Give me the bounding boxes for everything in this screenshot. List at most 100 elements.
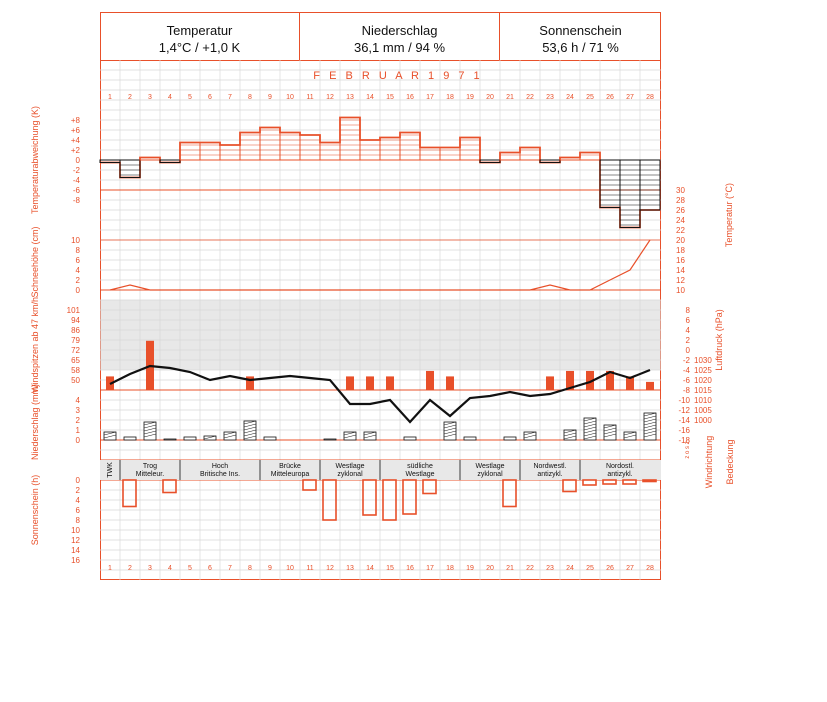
- month-title: F E B R U A R 1 9 7 1: [313, 70, 482, 82]
- day-label: 11: [306, 565, 313, 572]
- day-label: 12: [326, 565, 334, 572]
- wind-tick: 94: [71, 316, 80, 325]
- day-label: 9: [268, 565, 272, 572]
- day-label: 25: [586, 94, 594, 101]
- day-label: 26: [606, 565, 614, 572]
- weather-type-label-line2: zyklonal: [337, 471, 363, 478]
- precip-hatch: [643, 412, 657, 417]
- sunshine-bar: [422, 479, 437, 495]
- precip-hatch: [523, 434, 537, 439]
- pressure-hpa-tick: 1000: [694, 416, 712, 425]
- pressure-offset-tick: -6: [683, 376, 691, 385]
- precip-hatch: [643, 430, 657, 435]
- temperature-tick: 28: [676, 196, 685, 205]
- sunshine-bar: [502, 479, 517, 508]
- pressure-hpa-tick: 1020: [694, 376, 712, 385]
- day-label: 28: [646, 565, 654, 572]
- day-label: 18: [446, 94, 454, 101]
- temperature-tick: 22: [676, 226, 685, 235]
- pressure-offset-tick: 8: [686, 306, 691, 315]
- sun-tick: 10: [71, 526, 80, 535]
- precip-hatch: [363, 434, 377, 439]
- precip-hatch: [603, 430, 617, 435]
- day-label: 3: [148, 565, 152, 572]
- weather-type-label-line2: Britische Ins.: [200, 471, 240, 478]
- day-label: 8: [248, 565, 252, 572]
- day-label: 21: [506, 565, 514, 572]
- wind-gust-bar: [546, 376, 554, 390]
- precip-hatch: [443, 421, 457, 426]
- precip-hatch: [203, 435, 217, 440]
- precip-hatch: [623, 434, 637, 439]
- day-labels-bottom: 1 2 3 4 5 6 7 8 9 10 11 12 13 14 15 16 17 18 19 20 21 22 23 24 2…: [108, 565, 654, 572]
- day-label: 20: [486, 565, 494, 572]
- weather-type-label-line1: Brücke: [279, 463, 301, 470]
- precip-tick: 0: [76, 436, 81, 445]
- temp-anomaly-bar: [379, 137, 401, 161]
- precip-hatch: [243, 432, 257, 437]
- pressure-offset-tick: 0: [686, 346, 691, 355]
- wind-direction-axis-label: Windrichtung: [704, 436, 714, 489]
- day-label: 12: [326, 94, 334, 101]
- temp-anomaly-bar: [399, 132, 421, 161]
- precip-bar: [223, 431, 237, 441]
- weather-type-label-line2: antizykl.: [537, 471, 562, 478]
- day-label: 1: [108, 565, 112, 572]
- precip-hatch: [643, 421, 657, 426]
- day-label: 1: [108, 94, 112, 101]
- precip-hatch: [243, 423, 257, 428]
- wind-gust-bar: [566, 370, 574, 390]
- day-labels-top: 1 2 3 4 5 6 7 8 9 10 11 12 13 14 15 16 17 18 19 20 21 22 23 24 2…: [108, 94, 654, 101]
- precip-hatch: [523, 431, 537, 436]
- sun-tick: 12: [71, 536, 80, 545]
- precip-tick: 3: [76, 406, 81, 415]
- pressure-hpa-tick: 1025: [694, 366, 712, 375]
- wind-gust-bar: [626, 376, 634, 390]
- day-label: 6: [208, 94, 212, 101]
- weather-type-label-line2: antizykl.: [607, 471, 632, 478]
- temp-anomaly-tick: -4: [73, 176, 81, 185]
- pressure-offset-tick: -12: [678, 406, 690, 415]
- day-label: 25: [586, 565, 594, 572]
- precip-bar: [323, 438, 337, 441]
- chart-frame: [100, 12, 661, 580]
- pressure-offset-tick: -4: [683, 366, 691, 375]
- precip-label: Niederschlag: [361, 23, 438, 38]
- day-label: 15: [386, 565, 394, 572]
- sunshine-bar: [582, 479, 597, 486]
- day-label: 19: [466, 565, 474, 572]
- snow-tick: 4: [76, 266, 81, 275]
- day-label: 2: [128, 94, 132, 101]
- pressure-hpa-tick: 1015: [694, 386, 712, 395]
- temp-anomaly-tick: -8: [73, 196, 81, 205]
- pressure-axis-label: Luftdruck (hPa): [714, 309, 724, 371]
- temp-anomaly-tick: +4: [71, 136, 81, 145]
- wind-tick: 65: [71, 356, 80, 365]
- temp-anomaly-bar: [499, 152, 521, 161]
- sun-value: 53,6 h / 71 %: [542, 40, 619, 55]
- sunshine-bar: [622, 479, 637, 485]
- wind-tick: 86: [71, 326, 80, 335]
- temp-anomaly-tick: -2: [73, 166, 81, 175]
- precip-hatch: [623, 431, 637, 436]
- precip-bar: [503, 436, 517, 441]
- sun-tick: 2: [76, 486, 81, 495]
- temp-label: Temperatur: [166, 23, 233, 38]
- pressure-offset-tick: -18: [678, 436, 690, 445]
- day-label: 22: [526, 94, 534, 101]
- wind-direction-letters: z o s z: [685, 441, 691, 458]
- precip-hatch: [603, 424, 617, 429]
- precip-value: 36,1 mm / 94 %: [353, 40, 446, 55]
- temp-anomaly-bar: [559, 157, 581, 161]
- precip-hatch: [563, 432, 577, 437]
- precip-hatch: [443, 433, 457, 438]
- pressure-offset-tick: -8: [683, 386, 691, 395]
- precip-hatch: [143, 421, 157, 426]
- precip-hatch: [343, 431, 357, 436]
- precip-hatch: [443, 430, 457, 435]
- day-label: 20: [486, 94, 494, 101]
- pressure-offset-tick: 4: [686, 326, 691, 335]
- wind-gust-bar: [346, 376, 354, 390]
- sun-tick: 14: [71, 546, 80, 555]
